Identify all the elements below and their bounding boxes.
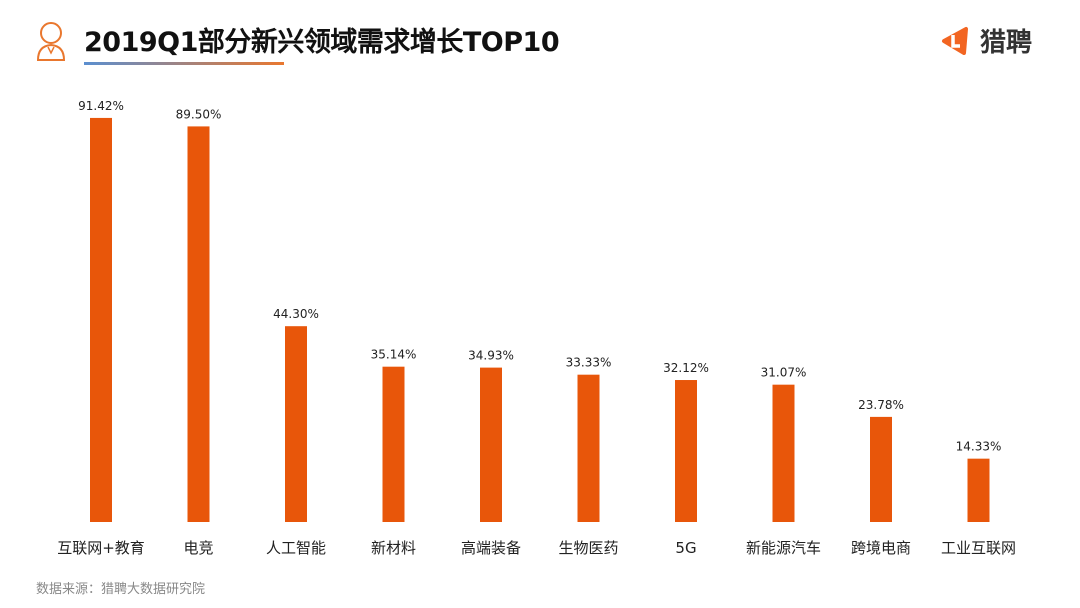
liepin-logo: 猎聘 — [940, 22, 1032, 59]
category-label: 工业互联网 — [941, 539, 1016, 557]
avatar-icon — [34, 20, 68, 62]
bar-9 — [967, 458, 990, 522]
category-label: 跨境电商 — [851, 539, 911, 557]
category-label: 新材料 — [371, 539, 416, 557]
data-label: 32.12% — [663, 361, 709, 375]
data-label: 44.30% — [273, 307, 319, 321]
category-label: 互联网+教育 — [57, 539, 145, 557]
category-label: 人工智能 — [266, 539, 326, 557]
data-label: 34.93% — [468, 349, 514, 363]
data-label: 33.33% — [566, 356, 612, 370]
logo-text: 猎聘 — [980, 28, 1033, 58]
category-label: 高端装备 — [461, 539, 521, 557]
data-label: 35.14% — [371, 348, 417, 362]
bar-1 — [187, 126, 210, 522]
title-underline — [84, 62, 284, 65]
category-label: 生物医药 — [558, 539, 618, 557]
category-label: 新能源汽车 — [746, 539, 821, 557]
bar-8 — [870, 416, 892, 522]
liepin-logo-icon — [942, 26, 968, 55]
bar-2 — [285, 326, 307, 522]
data-label: 89.50% — [176, 107, 222, 121]
bar-6 — [675, 380, 697, 522]
data-label: 31.07% — [761, 366, 807, 380]
bar-5 — [577, 374, 600, 522]
bar-3 — [382, 366, 405, 522]
bar-4 — [480, 367, 502, 522]
page-title: 2019Q1部分新兴领域需求增长TOP10 — [84, 27, 560, 58]
data-label: 23.78% — [858, 398, 904, 412]
category-label: 5G — [675, 539, 696, 557]
data-source: 数据来源：猎聘大数据研究院 — [36, 582, 206, 597]
data-label: 91.42% — [78, 99, 124, 113]
bar-0 — [90, 117, 112, 523]
bar-7 — [772, 384, 795, 522]
data-label: 14.33% — [956, 440, 1002, 454]
category-label: 电竞 — [183, 539, 213, 557]
